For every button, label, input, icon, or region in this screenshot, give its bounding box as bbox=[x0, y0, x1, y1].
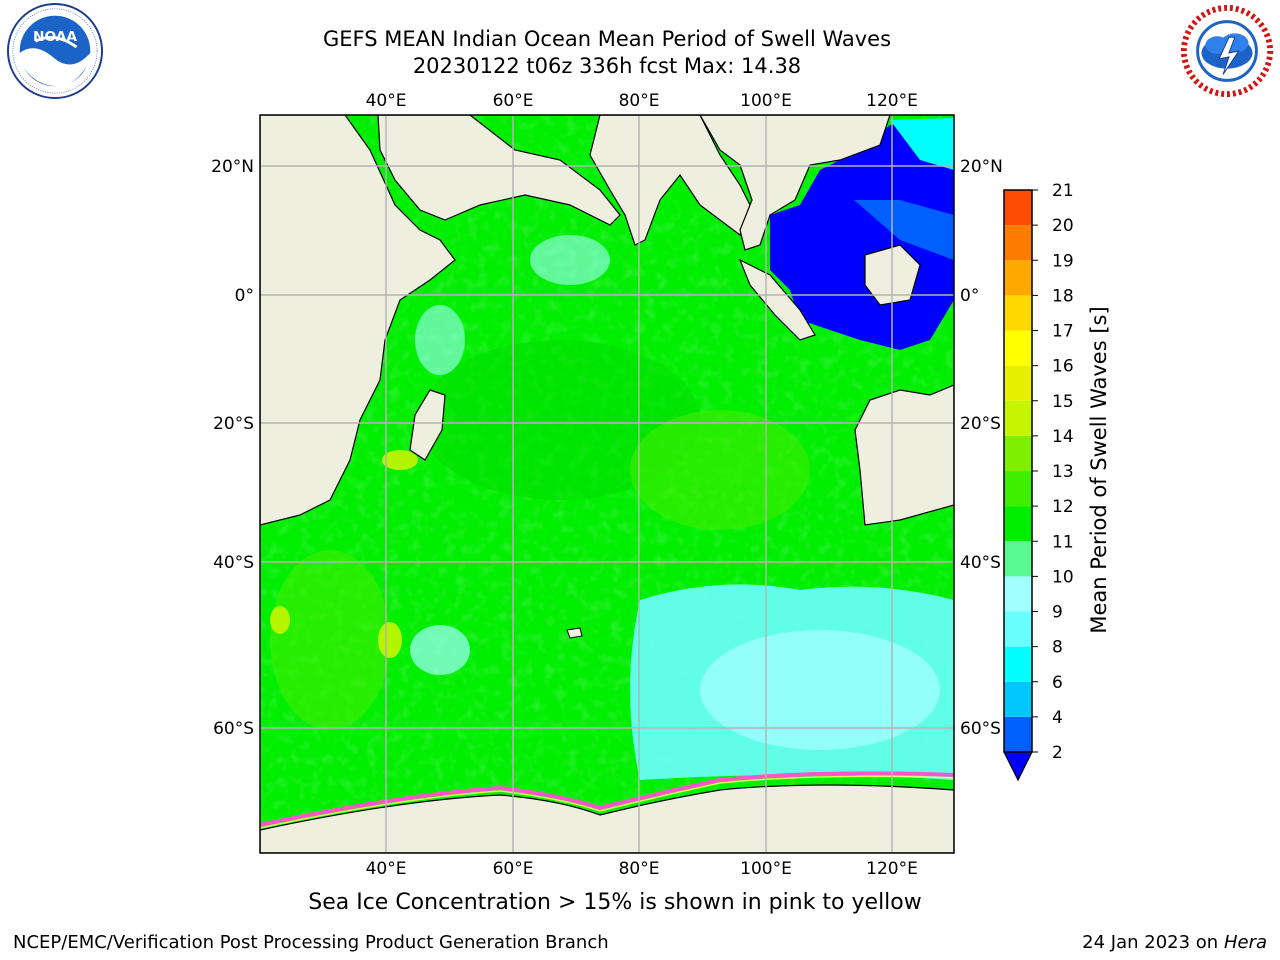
colorbar-tick-label: 19 bbox=[1052, 251, 1074, 271]
colorbar-tick-label: 12 bbox=[1052, 497, 1074, 517]
india-landmass bbox=[589, 115, 751, 246]
lon-tick-bottom: 40°E bbox=[366, 859, 407, 879]
lat-tick-left: 20°S bbox=[213, 414, 254, 434]
colorbar bbox=[1003, 189, 1033, 782]
map-gridlines bbox=[260, 115, 954, 853]
colorbar-tick-label: 4 bbox=[1052, 708, 1063, 728]
colorbar-tick-label: 11 bbox=[1052, 532, 1074, 552]
footer-host: Hera bbox=[1223, 932, 1267, 953]
colorbar-tick-label: 6 bbox=[1052, 673, 1063, 693]
colorbar-segment bbox=[1004, 190, 1032, 226]
footer-credit: NCEP/EMC/Verification Post Processing Pr… bbox=[13, 932, 609, 953]
colorbar-segment bbox=[1004, 471, 1032, 507]
colorbar-segment bbox=[1004, 435, 1032, 471]
lon-tick-bottom: 60°E bbox=[493, 859, 534, 879]
colorbar-segment bbox=[1004, 260, 1032, 296]
nws-logo bbox=[1180, 4, 1274, 98]
lat-tick-left: 0° bbox=[235, 286, 254, 306]
colorbar-segment bbox=[1004, 646, 1032, 682]
colorbar-tick-label: 21 bbox=[1052, 181, 1074, 201]
lat-tick-right: 0° bbox=[960, 286, 979, 306]
lon-tick-top: 40°E bbox=[366, 91, 407, 111]
australia-landmass bbox=[854, 384, 954, 526]
lat-tick-right: 60°S bbox=[960, 719, 1001, 739]
sea-ice-edge bbox=[260, 771, 954, 827]
colorbar-tick-label: 10 bbox=[1052, 567, 1074, 587]
lon-tick-bottom: 120°E bbox=[866, 859, 918, 879]
sumatra-island bbox=[738, 258, 816, 341]
lon-tick-top: 80°E bbox=[619, 91, 660, 111]
colorbar-tick-label: 13 bbox=[1052, 462, 1074, 482]
chart-subtitle: 20230122 t06z 336h fcst Max: 14.38 bbox=[412, 54, 802, 78]
lon-tick-bottom: 80°E bbox=[619, 859, 660, 879]
colorbar-segment bbox=[1004, 681, 1032, 717]
colorbar-tick-label: 2 bbox=[1052, 743, 1063, 763]
lon-tick-top: 100°E bbox=[740, 91, 792, 111]
lat-tick-left: 20°N bbox=[211, 157, 254, 177]
colorbar-segment bbox=[1004, 365, 1032, 401]
colorbar-tick-label: 8 bbox=[1052, 638, 1063, 658]
colorbar-segment bbox=[1004, 611, 1032, 647]
lon-tick-bottom: 100°E bbox=[740, 859, 792, 879]
colorbar-segment bbox=[1004, 576, 1032, 612]
colorbar-tick-label: 16 bbox=[1052, 357, 1074, 377]
map-area bbox=[260, 115, 954, 853]
noaa-logo: NOAA bbox=[6, 2, 104, 100]
southeast-asia-landmass bbox=[699, 115, 891, 251]
colorbar-tick-label: 9 bbox=[1052, 603, 1063, 623]
svg-text:NOAA: NOAA bbox=[33, 29, 77, 45]
lon-tick-top: 120°E bbox=[866, 91, 918, 111]
lat-tick-left: 60°S bbox=[213, 719, 254, 739]
lat-tick-right: 20°N bbox=[960, 157, 1003, 177]
colorbar-tick-label: 14 bbox=[1052, 427, 1074, 447]
arabia-landmass bbox=[377, 115, 621, 226]
colorbar-segment bbox=[1004, 716, 1032, 752]
lat-tick-right: 20°S bbox=[960, 414, 1001, 434]
colorbar-under-triangle bbox=[1003, 751, 1033, 782]
colorbar-tick-label: 20 bbox=[1052, 216, 1074, 236]
colorbar-tick-label: 18 bbox=[1052, 286, 1074, 306]
colorbar-segment bbox=[1004, 330, 1032, 366]
lon-tick-top: 60°E bbox=[493, 91, 534, 111]
madagascar-island bbox=[409, 389, 446, 461]
sea-ice-note: Sea Ice Concentration > 15% is shown in … bbox=[308, 890, 922, 915]
colorbar-tick-label: 17 bbox=[1052, 322, 1074, 342]
footer-date-text: 24 Jan 2023 on bbox=[1082, 932, 1224, 953]
lat-tick-right: 40°S bbox=[960, 553, 1001, 573]
colorbar-segment bbox=[1004, 295, 1032, 331]
colorbar-tick-label: 15 bbox=[1052, 392, 1074, 412]
colorbar-segment bbox=[1004, 400, 1032, 436]
lat-tick-left: 40°S bbox=[213, 553, 254, 573]
map-frame bbox=[259, 114, 955, 854]
antarctica-landmass bbox=[260, 784, 954, 853]
colorbar-segment bbox=[1004, 541, 1032, 577]
colorbar-segment bbox=[1004, 225, 1032, 261]
colorbar-label: Mean Period of Swell Waves [s] bbox=[1087, 306, 1111, 633]
footer-date: 24 Jan 2023 on Hera bbox=[1082, 932, 1267, 953]
colorbar-segment bbox=[1004, 506, 1032, 542]
chart-title: GEFS MEAN Indian Ocean Mean Period of Sw… bbox=[322, 27, 892, 51]
